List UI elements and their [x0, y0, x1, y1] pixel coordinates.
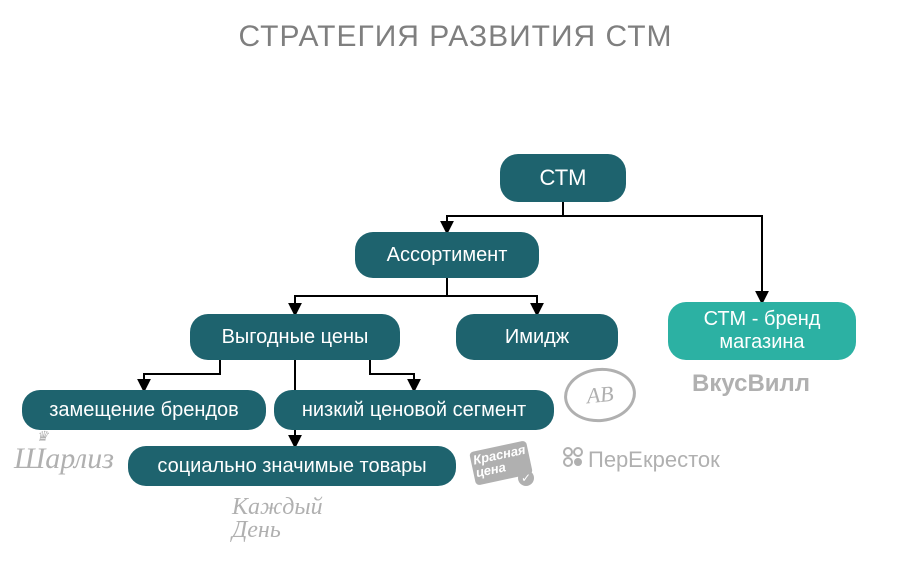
logo-kazhdyden: Каждый День [232, 496, 323, 542]
node-low-price-segment: низкий ценовой сегмент [274, 390, 554, 430]
node-store-brand: СТМ - бренд магазина [668, 302, 856, 360]
logo-perekrestok: ПерƎкресток [562, 446, 720, 474]
node-good-prices: Выгодные цены [190, 314, 400, 360]
logo-vkusvill: ВкусВилл [692, 370, 810, 398]
logo-sharliz: ♛Шарлиз [14, 442, 114, 476]
node-brand-replacement: замещение брендов [22, 390, 266, 430]
connector-layer [0, 0, 911, 572]
logo-av: АВ [564, 368, 636, 422]
node-social-goods: социально значимые товары [128, 446, 456, 486]
logo-krasnaya-tsena: Красная цена✓ [466, 442, 538, 486]
node-image: Имидж [456, 314, 618, 360]
node-assortment: Ассортимент [355, 232, 539, 278]
node-ctm-root: СТМ [500, 154, 626, 202]
diagram-title: СТРАТЕГИЯ РАЗВИТИЯ СТМ [0, 18, 911, 56]
